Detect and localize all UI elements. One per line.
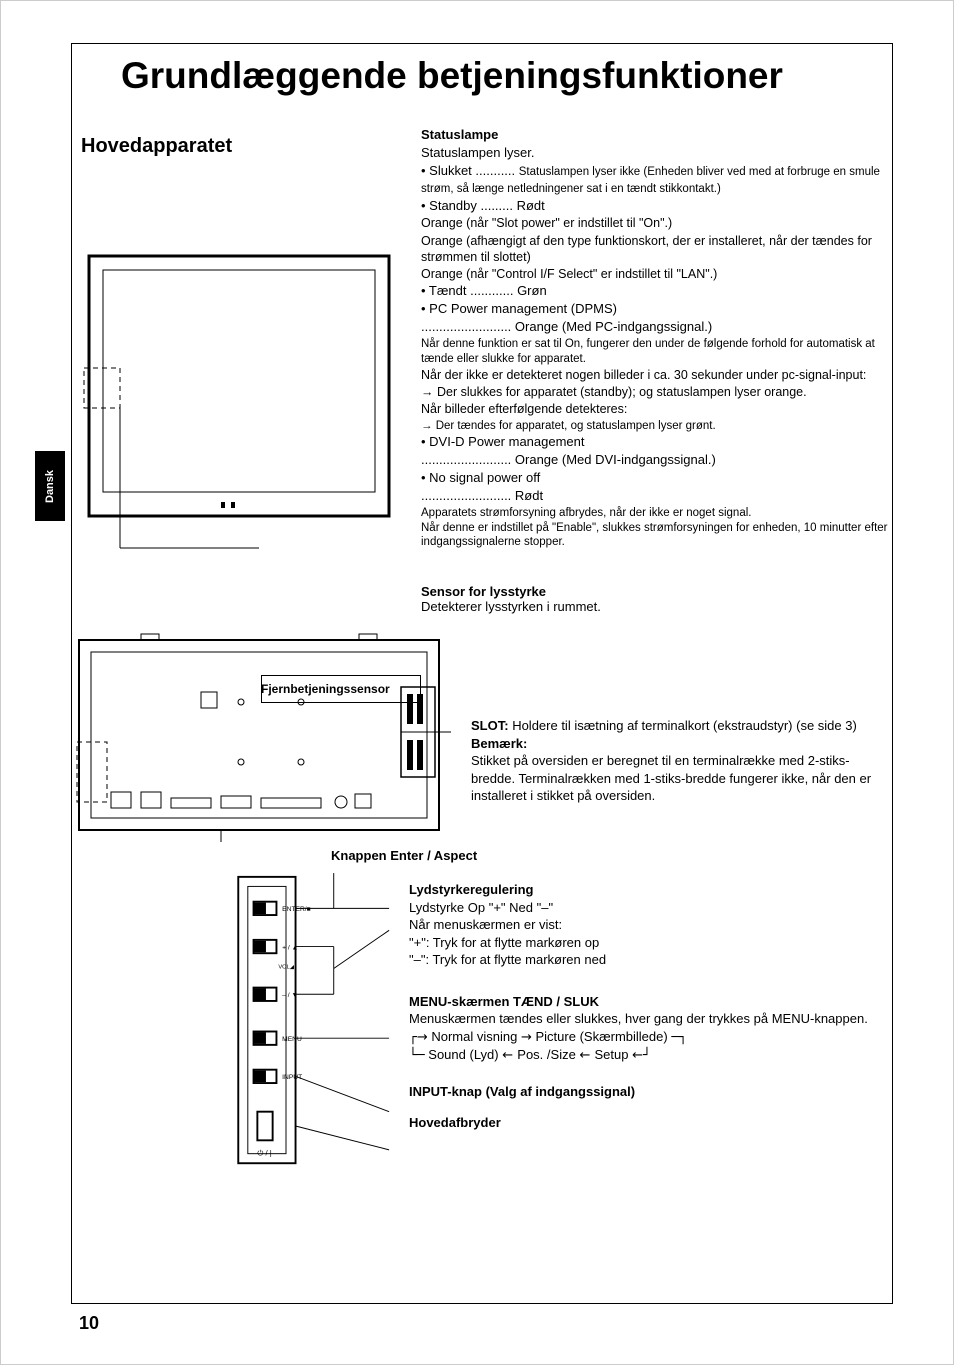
vol-l3: "+": Tryk for at flytte markøren op [409,934,893,952]
sl-pcpm-d1: Når denne funktion er sat til On, funger… [421,337,893,366]
sl-dvi-dots: ......................... Orange (Med DV… [421,452,893,469]
flow-corner-bl: └─ [409,1048,425,1063]
rear-panel-diagram [71,632,441,842]
sl-pcpm-d3: Når billeder efterfølgende detekteres: [421,401,893,417]
flow-corner-tl: ┌→ [409,1030,428,1045]
status-lamp-block: Statuslampe Statuslampen lyser. • Slukke… [411,127,893,551]
status-lamp-intro: Statuslampen lyser. [421,145,893,162]
vol-section: Lydstyrkeregulering Lydstyrke Op "+" Ned… [409,881,893,969]
slot-note-text: Stikket på oversiden er beregnet til en … [471,752,893,805]
slot-text-block: SLOT: Holdere til isætning af terminalko… [441,632,893,805]
sl-standby-l3: Orange (når "Control I/F Select" er inds… [421,266,893,282]
sl-standby-l2: Orange (afhængigt af den type funktionsk… [421,233,893,266]
btn-vol-label: VOL◢ [278,965,294,971]
input-title: INPUT-knap (Valg af indgangssignal) [409,1083,893,1101]
sl-pcpm-a2: → Der tændes for apparatet, og statuslam… [421,419,893,433]
btn-minus-label: – / ▼ [282,992,298,999]
menu-flow2b: Pos. /Size [517,1047,576,1062]
menu-section: MENU-skærmen TÆND / SLUK Menuskærmen tæn… [409,993,893,1065]
btn-plus-label: + / ▲ [282,944,298,951]
sl-nosig-d1: Apparatets strømforsyning afbrydes, når … [421,506,893,520]
sl-standby-label: • Standby ......... Rødt [421,198,893,215]
sl-standby-l1: Orange (når "Slot power" er indstillet t… [421,215,893,231]
sl-on-label: • Tændt ............ Grøn [421,283,893,300]
sl-pcpm-dots: ......................... Orange (Med PC… [421,319,893,336]
btn-power-label: ⏻ / | [257,1149,271,1158]
sl-pcpm-d2: Når der ikke er detekteret nogen billede… [421,367,893,383]
sl-off-label: • Slukket ........... [421,163,515,178]
vol-title: Lydstyrkeregulering [409,881,893,899]
vol-l2: Når menuskærmen er vist: [409,916,893,934]
menu-flow1b: Picture (Skærmbillede) [536,1029,668,1044]
slot-note-label: Bemærk: [471,735,893,753]
status-lamp-heading: Statuslampe [421,127,893,144]
power-section: Hovedafbryder [409,1114,893,1132]
sl-pcpm-label: • PC Power management (DPMS) [421,301,893,318]
brightness-sensor-block: Sensor for lysstyrke Detekterer lysstyrk… [421,584,893,614]
brightness-text: Detekterer lysstyrken i rummet. [421,599,893,614]
menu-flow1a: Normal visning [431,1029,517,1044]
btn-menu-label: MENU [282,1036,302,1043]
sl-nosig-label: • No signal power off [421,470,893,487]
side-button-panel: ENTER/■ + / ▲ VOL◢ – / ▼ MENU INPUT ⏻ / … [181,871,391,1171]
front-display-diagram [81,248,401,568]
flow-corner-tr: ─┐ [671,1030,687,1045]
power-title: Hovedafbryder [409,1114,893,1132]
flow-corner-br: ←┘ [632,1048,651,1063]
menu-flow2a: Sound (Lyd) [428,1047,498,1062]
btn-enter-label: ENTER/■ [282,906,311,913]
menu-flow2c: Setup [594,1047,628,1062]
page-number: 10 [79,1313,99,1334]
vol-l1: Lydstyrke Op "+" Ned "–" [409,899,893,917]
brightness-heading: Sensor for lysstyrke [421,584,893,599]
enter-aspect-title: Knappen Enter / Aspect [331,848,477,863]
vol-l4: "–": Tryk for at flytte markøren ned [409,951,893,969]
remote-sensor-label: Fjernbetjeningssensor [261,682,401,696]
language-tab: Dansk [35,451,65,521]
menu-l1: Menuskærmen tændes eller slukkes, hver g… [409,1010,893,1028]
sl-nosig-d2: Når denne er indstillet på "Enable", slu… [421,521,893,550]
sl-nosig-dots: ......................... Rødt [421,488,893,505]
input-section: INPUT-knap (Valg af indgangssignal) [409,1083,893,1101]
section-heading: Hovedapparatet [81,135,411,158]
slot-text1: Holdere til isætning af terminalkort (ek… [512,718,857,733]
sl-dvi-label: • DVI-D Power management [421,434,893,451]
page-title: Grundlæggende betjeningsfunktioner [121,55,893,97]
sl-pcpm-a1: → Der slukkes for apparatet (standby); o… [421,384,893,400]
slot-label: SLOT: [471,718,509,733]
menu-title: MENU-skærmen TÆND / SLUK [409,993,893,1011]
